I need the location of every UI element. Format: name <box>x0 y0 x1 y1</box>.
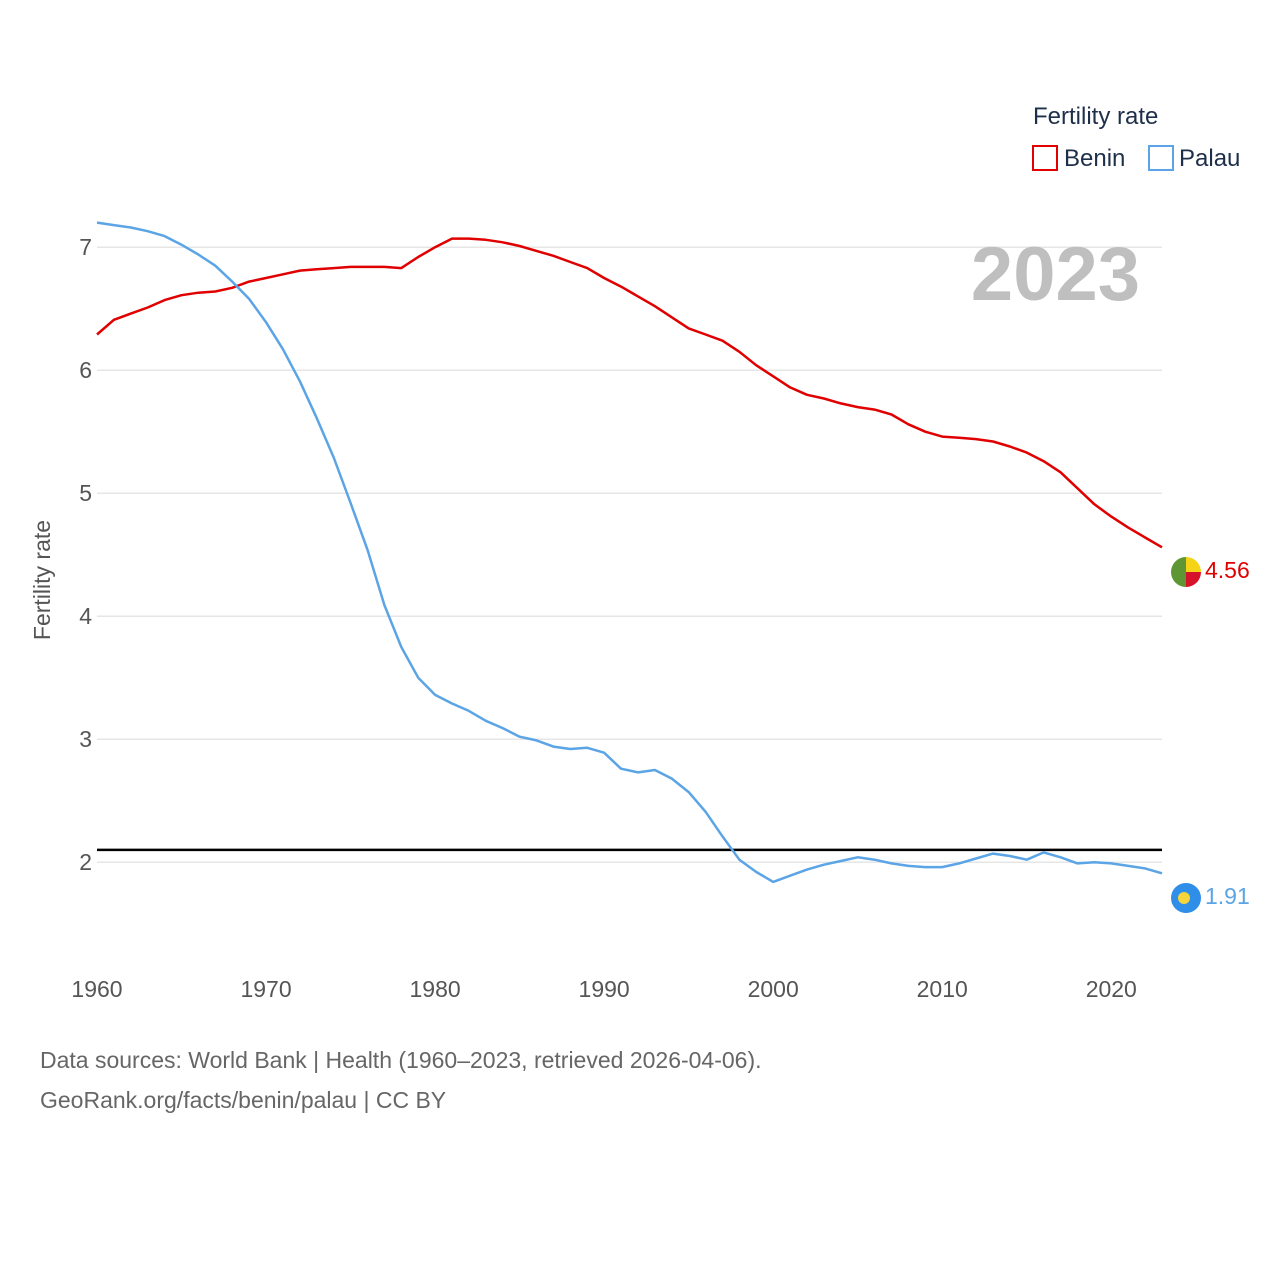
benin-flag-icon <box>1171 557 1201 587</box>
source-note: Data sources: World Bank | Health (1960–… <box>40 1040 762 1120</box>
x-tick-label: 1970 <box>240 976 291 1002</box>
gridlines <box>97 246 1162 863</box>
y-tick-label: 3 <box>79 726 92 752</box>
legend-label-benin: Benin <box>1064 145 1125 172</box>
legend-item-benin[interactable]: Benin <box>1032 145 1125 172</box>
legend-item-palau[interactable]: Palau <box>1148 145 1240 172</box>
y-tick-label: 5 <box>79 480 92 506</box>
x-axis-ticks: 1960 1970 1980 1990 2000 2010 2020 <box>71 976 1136 1002</box>
palau-flag-icon <box>1171 883 1201 913</box>
current-year-label: 2023 <box>971 232 1140 317</box>
y-tick-label: 6 <box>79 357 92 383</box>
y-tick-label: 7 <box>79 234 92 260</box>
x-tick-label: 2010 <box>917 976 968 1002</box>
legend-label-palau: Palau <box>1179 145 1240 172</box>
palau-end-value: 1.91 <box>1205 883 1250 909</box>
series-line-benin[interactable] <box>96 237 1163 549</box>
x-tick-label: 1960 <box>71 976 122 1002</box>
y-axis-ticks: 2 3 4 5 6 7 <box>79 234 92 875</box>
source-line-2[interactable]: GeoRank.org/facts/benin/palau | CC BY <box>40 1087 447 1113</box>
x-tick-label: 1990 <box>579 976 630 1002</box>
legend-title: Fertility rate <box>1033 103 1158 130</box>
series-lines <box>96 221 1163 884</box>
legend-swatch-palau <box>1148 145 1174 171</box>
y-tick-label: 4 <box>79 603 92 629</box>
x-tick-label: 2020 <box>1086 976 1137 1002</box>
benin-end-value: 4.56 <box>1205 557 1250 583</box>
y-axis-label: Fertility rate <box>29 520 55 640</box>
source-line-1: Data sources: World Bank | Health (1960–… <box>40 1047 762 1073</box>
y-tick-label: 2 <box>79 849 92 875</box>
x-tick-label: 2000 <box>748 976 799 1002</box>
series-line-palau[interactable] <box>96 221 1163 884</box>
x-tick-label: 1980 <box>410 976 461 1002</box>
legend-swatch-benin <box>1032 145 1058 171</box>
